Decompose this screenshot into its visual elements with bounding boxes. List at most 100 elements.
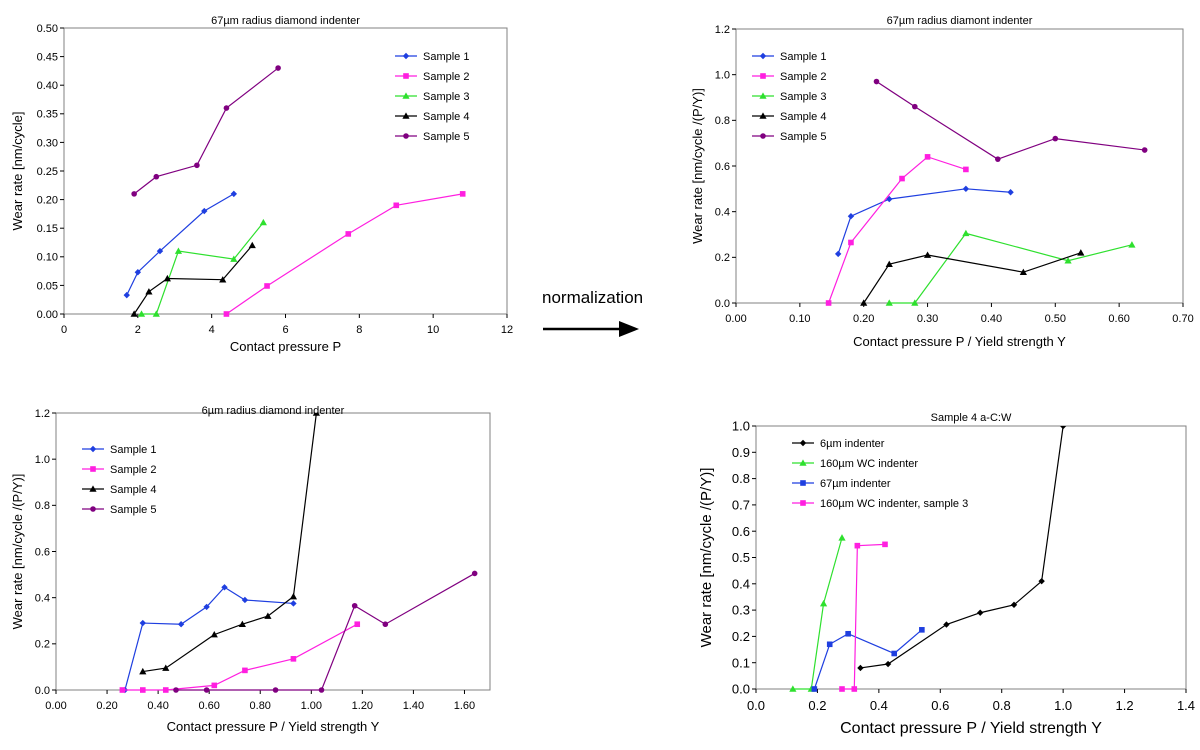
- data-point: [174, 247, 183, 254]
- y-tick-label: 0.0: [732, 682, 750, 697]
- series-4: [130, 241, 256, 317]
- chart-2: 0.00 0.10 0.20 0.30 0.40 0.50 0.60 0.70 0.0 0.2 0.…: [690, 15, 1194, 349]
- data-point: [962, 185, 970, 193]
- x-axis-label: Contact pressure P / Yield strength Y: [167, 719, 380, 734]
- data-point: [354, 621, 361, 628]
- data-point: [885, 299, 893, 306]
- data-point: [211, 682, 218, 689]
- x-axis-label: Contact pressure P / Yield strength Y: [853, 334, 1066, 349]
- data-point: [834, 250, 842, 258]
- series-line: [141, 222, 264, 315]
- data-point: [162, 664, 170, 671]
- series-line: [863, 252, 1082, 304]
- x-axis-label: Contact pressure P: [230, 339, 341, 354]
- series-5: [873, 78, 1148, 162]
- y-tick-label: 0.0: [715, 298, 730, 310]
- data-point: [851, 686, 858, 692]
- legend-label: Sample 5: [423, 131, 469, 143]
- legend-label: Sample 5: [110, 504, 156, 516]
- x-tick-label: 0: [61, 324, 67, 336]
- legend-marker: [403, 73, 409, 79]
- data-point: [838, 534, 846, 541]
- chart-4: 0.0 0.2 0.4 0.6 0.8 1.0 1.2 1.4 0.0 0.1 0.2 0.3 0.4 0…: [698, 412, 1195, 737]
- y-tick-label: 0.45: [37, 51, 58, 63]
- data-point: [854, 542, 861, 549]
- data-point: [886, 195, 893, 203]
- data-point: [242, 667, 248, 674]
- y-tick-label: 0.8: [732, 471, 750, 486]
- series-line: [813, 629, 923, 690]
- y-axis-label: Wear rate [nm/cycle /(P/Y)]: [10, 474, 25, 630]
- data-point: [1059, 426, 1067, 430]
- x-tick-label: 1.4: [1177, 698, 1195, 713]
- data-point: [137, 310, 146, 317]
- data-point: [119, 687, 126, 693]
- data-point: [173, 687, 179, 693]
- series-1: [834, 185, 1014, 258]
- data-point: [131, 191, 137, 197]
- data-point: [140, 687, 146, 693]
- series-3: [885, 229, 1136, 306]
- legend-marker: [89, 485, 97, 492]
- series-1: [857, 426, 1067, 672]
- legend-label: Sample 2: [423, 71, 469, 83]
- x-tick-label: 12: [501, 324, 513, 336]
- data-point: [1077, 249, 1085, 256]
- legend-label: Sample 1: [423, 51, 469, 63]
- legend-label: Sample 2: [780, 71, 826, 83]
- data-point: [882, 541, 888, 548]
- data-point: [275, 65, 281, 71]
- chart-title: Sample 4 a-C:W: [931, 412, 1012, 424]
- data-point: [924, 154, 931, 160]
- legend-label: Sample 5: [780, 131, 826, 143]
- data-point: [977, 609, 984, 616]
- y-tick-label: 0.10: [37, 252, 58, 264]
- data-point: [789, 685, 797, 692]
- x-tick-label: 0.40: [147, 700, 168, 712]
- x-tick-label: 0.70: [1172, 313, 1193, 325]
- x-tick-label: 1.20: [352, 700, 373, 712]
- y-tick-label: 0.3: [732, 603, 750, 618]
- x-tick-label: 1.2: [1116, 698, 1134, 713]
- chart-title: 67µm radius diamont indenter: [887, 15, 1033, 27]
- y-tick-label: 0.7: [732, 497, 750, 512]
- data-point: [272, 687, 279, 693]
- y-tick-label: 0.2: [732, 629, 750, 644]
- y-tick-label: 0.5: [732, 550, 750, 565]
- legend-label: 160µm WC indenter, sample 3: [820, 498, 968, 510]
- y-tick-label: 0.15: [37, 223, 58, 235]
- data-point: [130, 310, 138, 317]
- data-point: [139, 619, 146, 627]
- series-line: [122, 623, 358, 691]
- data-point: [134, 269, 142, 276]
- legend-label: Sample 4: [423, 111, 469, 123]
- x-tick-label: 0.00: [45, 700, 66, 712]
- data-point: [471, 570, 478, 577]
- series-5: [131, 65, 281, 197]
- data-point: [203, 603, 210, 611]
- legend-label: Sample 2: [110, 464, 156, 476]
- y-axis-label: Wear rate [nm/cycle /(P/Y)]: [690, 88, 705, 244]
- x-tick-label: 1.40: [403, 700, 424, 712]
- legend-marker: [402, 92, 410, 99]
- x-tick-label: 0.60: [198, 700, 219, 712]
- data-point: [145, 288, 153, 295]
- series-2: [223, 191, 466, 317]
- data-point: [393, 202, 400, 209]
- x-tick-label: 6: [282, 324, 288, 336]
- data-point: [259, 218, 267, 226]
- data-point: [230, 190, 238, 198]
- series-2: [119, 621, 361, 693]
- legend-marker: [800, 480, 806, 486]
- x-tick-label: 0.40: [981, 313, 1002, 325]
- y-tick-label: 0.8: [35, 500, 50, 512]
- y-tick-label: 1.0: [732, 419, 750, 434]
- legend-marker: [90, 466, 96, 472]
- y-tick-label: 0.35: [37, 109, 58, 121]
- x-tick-label: 0.60: [1108, 313, 1129, 325]
- data-point: [382, 621, 389, 628]
- data-point: [923, 251, 932, 258]
- data-point: [238, 620, 246, 628]
- x-tick-label: 0.4: [870, 698, 888, 713]
- y-tick-label: 0.9: [732, 445, 750, 460]
